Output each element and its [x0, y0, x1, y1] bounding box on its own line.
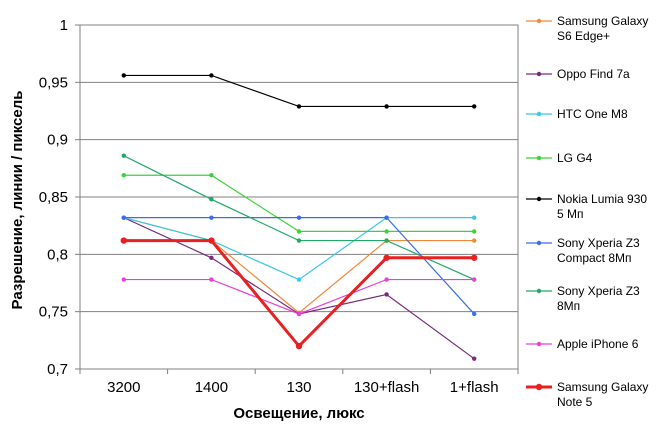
y-axis-label: Разрешение, линии / пиксель [9, 91, 26, 310]
data-point [209, 197, 214, 202]
legend-label: Samsung Galaxy [557, 380, 648, 394]
series-line [123, 74, 475, 108]
data-point [296, 104, 302, 109]
legend-marker [536, 240, 542, 246]
series-8 [120, 237, 478, 350]
legend-label: Nokia Lumia 930 [557, 192, 647, 206]
legend-marker [535, 383, 543, 391]
x-tick-label: 3200 [107, 379, 140, 396]
x-tick-label: 130+flash [354, 379, 419, 396]
x-axis-ticks: 3200 1400 130 130+flash 1+flash [107, 379, 498, 396]
data-point [472, 229, 477, 234]
data-point [121, 73, 127, 78]
data-point [121, 277, 127, 282]
series-line [123, 239, 475, 349]
y-tick-label: 0,8 [47, 246, 68, 263]
series-line [123, 217, 475, 281]
y-tick-label: 0,75 [39, 304, 68, 321]
data-point [296, 277, 302, 282]
y-tick-label: 0,95 [39, 74, 68, 91]
legend-item: Apple iPhone 6 [526, 337, 639, 351]
data-point [471, 254, 478, 261]
legend-label: Compact 8Мп [557, 251, 632, 265]
series-lines [120, 73, 478, 361]
data-point [384, 215, 389, 220]
series-line [123, 174, 475, 232]
data-point [472, 238, 477, 243]
legend-label: LG G4 [557, 151, 593, 165]
legend-item: Oppo Find 7a [526, 67, 630, 81]
data-point [296, 215, 302, 220]
data-point [208, 237, 215, 244]
series-2 [121, 215, 477, 282]
series-3 [121, 173, 477, 234]
gridlines [75, 24, 519, 374]
x-tick-label: 1+flash [450, 379, 499, 396]
series-4 [121, 73, 477, 109]
data-point [209, 255, 214, 260]
legend-label: Samsung Galaxy [557, 14, 648, 28]
legend-marker [536, 155, 542, 161]
legend-label: HTC One M8 [557, 107, 628, 121]
y-tick-label: 0,9 [47, 132, 68, 149]
x-tick-label: 130 [286, 379, 311, 396]
data-point [384, 277, 389, 282]
data-point [384, 229, 389, 234]
legend-marker [536, 71, 542, 77]
y-tick-label: 1 [60, 17, 68, 34]
legend-marker [536, 111, 542, 117]
legend-label: Sony Xperia Z3 [557, 284, 640, 298]
legend-label: Note 5 [557, 395, 593, 409]
y-tick-label: 0,85 [39, 189, 68, 206]
data-point [209, 73, 214, 78]
data-point [472, 215, 477, 220]
data-point [120, 237, 128, 244]
data-point [472, 311, 477, 317]
y-tick-label: 0,7 [47, 361, 68, 378]
data-point [472, 104, 477, 109]
data-point [296, 229, 302, 234]
legend-marker [536, 18, 542, 24]
series-1 [121, 215, 477, 361]
x-tick-label: 1400 [195, 379, 228, 396]
data-point [209, 173, 214, 178]
legend-label: 8Мп [557, 299, 580, 313]
data-point [296, 238, 302, 243]
data-point [472, 356, 477, 361]
legend-marker [536, 288, 542, 294]
legend-label: S6 Edge+ [557, 29, 610, 43]
legend-marker [536, 341, 542, 347]
legend-label: Oppo Find 7a [557, 67, 630, 81]
data-point [472, 277, 477, 282]
data-point [383, 254, 390, 261]
series-7 [121, 277, 477, 317]
legend-marker [536, 196, 542, 202]
data-point [296, 311, 302, 317]
legend-item: HTC One M8 [526, 107, 628, 121]
series-line [123, 278, 475, 315]
legend-label: Sony Xperia Z3 [557, 236, 640, 250]
data-point [121, 153, 127, 158]
data-point [384, 104, 389, 109]
series-5 [121, 215, 477, 317]
legend-label: 5 Мп [557, 207, 584, 221]
legend-item: LG G4 [526, 151, 593, 165]
data-point [209, 215, 214, 220]
legend-label: Apple iPhone 6 [557, 337, 639, 351]
y-axis-ticks: 0,7 0,75 0,8 0,85 0,9 0,95 1 [39, 17, 68, 378]
x-axis-label: Освещение, люкс [233, 405, 364, 422]
data-point [384, 292, 389, 297]
data-point [384, 238, 389, 243]
data-point [121, 173, 127, 178]
data-point [295, 342, 303, 350]
data-point [121, 215, 127, 220]
data-point [209, 277, 214, 282]
